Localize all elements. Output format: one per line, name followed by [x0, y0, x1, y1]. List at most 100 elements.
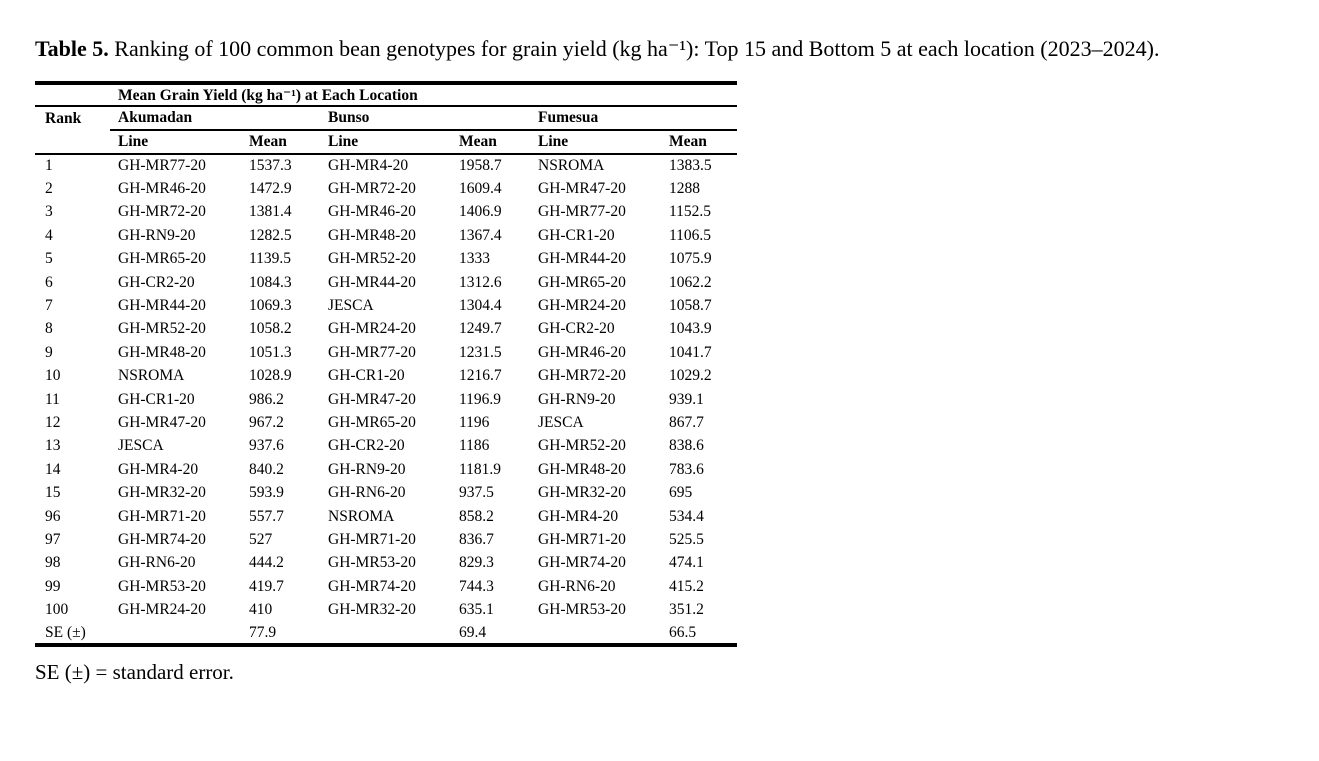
line-cell: NSROMA: [538, 157, 605, 175]
spanning-header-row: Mean Grain Yield (kg ha⁻¹) at Each Locat…: [35, 83, 738, 107]
subheader-mean-akumadan: Mean: [241, 130, 320, 155]
mean-cell: 1406.9: [459, 203, 502, 221]
line-cell: GH-MR74-20: [328, 577, 416, 595]
mean-cell: 1282.5: [249, 226, 292, 244]
mean-cell: 1333: [459, 250, 490, 268]
line-cell: GH-MR71-20: [328, 530, 416, 548]
line-cell: GH-MR47-20: [328, 390, 416, 408]
line-cell: GH-MR44-20: [118, 297, 206, 315]
mean-cell: 415.2: [669, 577, 704, 595]
line-cell: GH-MR77-20: [118, 157, 206, 175]
mean-cell: 1312.6: [459, 273, 502, 291]
table-row: 15 GH-MR32-20 593.9 GH-RN6-20 937.5 GH-MR32-2…: [35, 481, 737, 504]
line-cell: GH-CR2-20: [118, 273, 195, 291]
line-cell: GH-MR32-20: [328, 601, 416, 619]
mean-cell: 836.7: [459, 530, 494, 548]
table-row: 100 GH-MR24-20 410 GH-MR32-20 635.1 GH-MR53-2…: [35, 598, 737, 621]
location-header-akumadan: Akumadan: [110, 106, 320, 131]
line-cell: GH-MR77-20: [328, 343, 416, 361]
table-body: 1 GH-MR77-20 1537.3 GH-MR4-20 1958.7 NSROMA 13…: [35, 154, 737, 645]
rank-cell: 5: [45, 250, 53, 268]
mean-cell: 410: [249, 601, 273, 619]
line-cell: GH-MR53-20: [118, 577, 206, 595]
line-cell: GH-MR4-20: [328, 157, 409, 175]
mean-cell: 1231.5: [459, 343, 502, 361]
line-cell: [110, 622, 241, 645]
mean-cell: 840.2: [249, 460, 284, 478]
mean-cell: 635.1: [459, 601, 494, 619]
spanning-header-spacer: [35, 83, 110, 107]
mean-cell: 351.2: [669, 601, 704, 619]
line-cell: GH-MR72-20: [538, 367, 626, 385]
mean-cell: 838.6: [669, 437, 704, 455]
mean-cell: 1472.9: [249, 180, 292, 198]
mean-cell: 525.5: [669, 530, 704, 548]
table-caption-label: Table 5.: [35, 36, 109, 61]
rank-cell: 4: [45, 226, 53, 244]
subheader-line-bunso: Line: [320, 130, 451, 155]
line-cell: GH-MR24-20: [538, 297, 626, 315]
line-cell: GH-RN6-20: [328, 484, 406, 502]
line-cell: GH-CR1-20: [538, 226, 615, 244]
mean-cell: 1367.4: [459, 226, 502, 244]
spanning-header: Mean Grain Yield (kg ha⁻¹) at Each Locat…: [110, 83, 738, 107]
table-row: 9 GH-MR48-20 1051.3 GH-MR77-20 1231.5 GH-MR46…: [35, 341, 737, 364]
rank-cell: 14: [45, 460, 61, 478]
mean-cell: 66.5: [669, 623, 697, 641]
line-cell: GH-MR53-20: [538, 601, 626, 619]
rank-cell: 98: [45, 554, 61, 572]
mean-cell: 967.2: [249, 413, 284, 431]
mean-cell: 1537.3: [249, 157, 292, 175]
line-cell: GH-RN6-20: [118, 554, 196, 572]
line-cell: GH-MR74-20: [118, 530, 206, 548]
line-cell: GH-MR72-20: [118, 203, 206, 221]
mean-cell: 695: [669, 484, 693, 502]
mean-cell: 1196: [459, 413, 490, 431]
table-row: 4 GH-RN9-20 1282.5 GH-MR48-20 1367.4 GH-CR1-2…: [35, 224, 737, 247]
mean-cell: 1058.7: [669, 297, 712, 315]
mean-cell: 937.6: [249, 437, 284, 455]
mean-cell: 1383.5: [669, 157, 712, 175]
mean-cell: 1051.3: [249, 343, 292, 361]
table-caption-tail: location (2023–2024).: [963, 36, 1160, 61]
rank-cell: SE (±): [45, 623, 86, 641]
location-header-row: Rank Akumadan Bunso Fumesua: [35, 106, 738, 131]
mean-cell: 69.4: [459, 623, 487, 641]
line-cell: JESCA: [538, 413, 584, 431]
mean-cell: 1062.2: [669, 273, 712, 291]
table-row: 2 GH-MR46-20 1472.9 GH-MR72-20 1609.4 GH-MR47…: [35, 177, 737, 200]
table-row: 99 GH-MR53-20 419.7 GH-MR74-20 744.3 GH-RN6-2…: [35, 575, 737, 598]
rank-cell: 8: [45, 320, 53, 338]
line-cell: GH-MR71-20: [538, 530, 626, 548]
table-row: 12 GH-MR47-20 967.2 GH-MR65-20 1196 JESCA 867.…: [35, 411, 737, 434]
line-cell: GH-CR2-20: [328, 437, 405, 455]
rank-cell: 10: [45, 367, 61, 385]
table-row: 5 GH-MR65-20 1139.5 GH-MR52-20 1333 GH-MR44-2…: [35, 248, 737, 271]
line-cell: GH-RN9-20: [328, 460, 406, 478]
line-cell: GH-RN9-20: [538, 390, 616, 408]
subheader-mean-fumesua: Mean: [661, 130, 738, 155]
line-cell: [530, 622, 661, 645]
mean-cell: 1041.7: [669, 343, 712, 361]
line-cell: JESCA: [328, 297, 374, 315]
rank-header: Rank: [45, 109, 82, 127]
rank-cell: 12: [45, 413, 61, 431]
line-cell: GH-MR44-20: [538, 250, 626, 268]
table-row: 13 JESCA 937.6 GH-CR2-20 1186 GH-MR52-20 838.6: [35, 435, 737, 458]
line-cell: GH-MR4-20: [118, 460, 199, 478]
mean-cell: 593.9: [249, 484, 284, 502]
rank-cell: 6: [45, 273, 53, 291]
table-row: 10 NSROMA 1028.9 GH-CR1-20 1216.7 GH-MR72-20 1…: [35, 365, 737, 388]
rank-cell: 15: [45, 484, 61, 502]
line-cell: GH-MR24-20: [328, 320, 416, 338]
footnote: SE (±) = standard error.: [35, 660, 234, 685]
line-cell: GH-MR32-20: [538, 484, 626, 502]
rank-cell: 9: [45, 343, 53, 361]
line-cell: NSROMA: [328, 507, 395, 525]
mean-cell: 1249.7: [459, 320, 502, 338]
line-cell: GH-MR46-20: [328, 203, 416, 221]
subheader-row: Line Mean Line Mean Line Mean: [35, 130, 738, 155]
mean-cell: 1075.9: [669, 250, 712, 268]
grain-yield-ranking-table: Mean Grain Yield (kg ha⁻¹) at Each Locat…: [35, 81, 738, 648]
